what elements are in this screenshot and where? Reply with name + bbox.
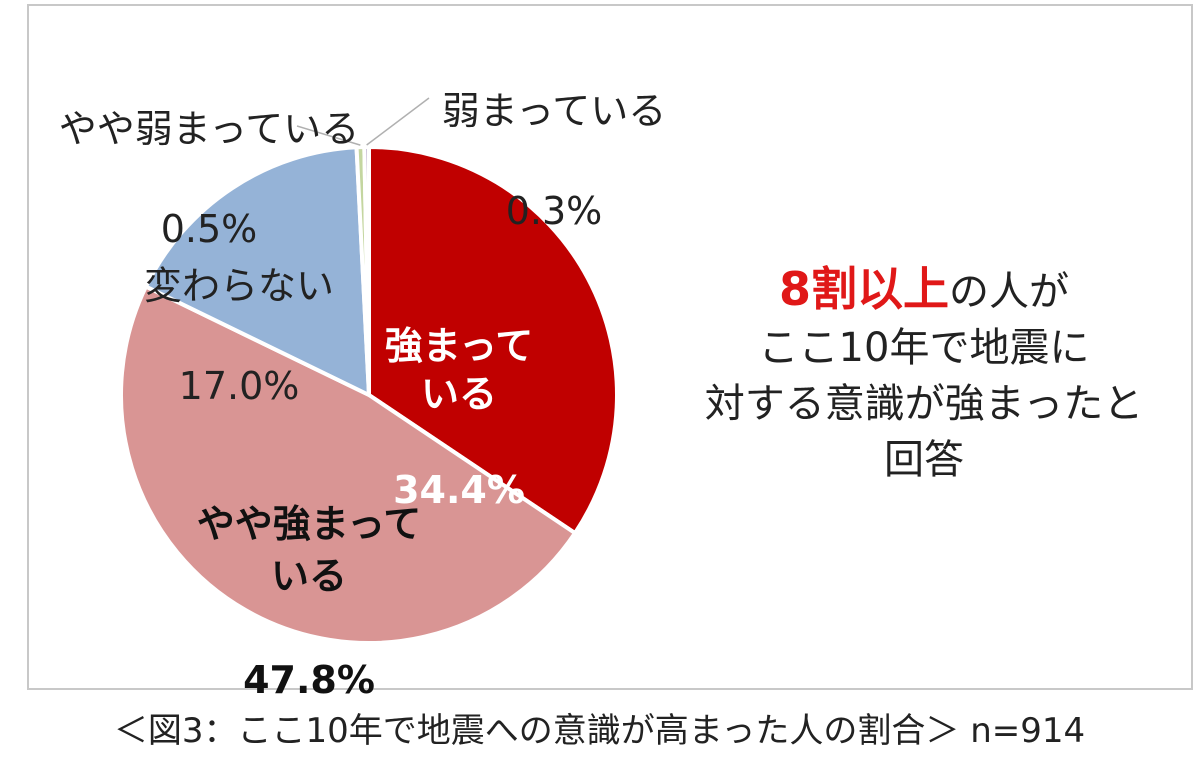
slice-label-somewhat-weak: やや弱まっている 0.5% bbox=[58, 107, 360, 251]
slice-somewhat-strong bbox=[119, 283, 578, 645]
annotation-line-4: 回答 bbox=[884, 437, 964, 483]
annotation-highlight: 8割以上 bbox=[778, 262, 949, 316]
chart-frame: 強まっている 34.4% やや強まっている 47.8% 変わらない 17.0% … bbox=[27, 4, 1193, 702]
slice-label-somewhat-strong: やや強まっている 47.8% bbox=[196, 502, 422, 702]
leader-line-somewhat-weak bbox=[296, 125, 361, 146]
chart-caption: ＜図3：ここ10年で地震への意識が高まった人の割合＞ n=914 bbox=[113, 711, 1086, 751]
annotation-line-1: 8割以上の人が bbox=[684, 261, 1164, 320]
slice-strong bbox=[367, 144, 619, 536]
annotation-line-3: 対する意識が強まったと bbox=[704, 381, 1144, 427]
slice-label-strong: 強まっている 34.4% bbox=[384, 324, 534, 512]
slice-weak bbox=[362, 144, 371, 396]
slice-label-unchanged: 変わらない 17.0% bbox=[143, 264, 334, 408]
slice-label-weak: 弱まっている 0.3% bbox=[441, 89, 667, 233]
leader-line-weak bbox=[366, 97, 430, 146]
annotation-line1-rest: の人が bbox=[949, 269, 1069, 315]
slice-unchanged bbox=[143, 145, 372, 399]
pie-chart bbox=[119, 97, 619, 645]
annotation-text: 8割以上の人が ここ10年で地震に 対する意識が強まったと 回答 bbox=[684, 261, 1164, 488]
annotation-line-2: ここ10年で地震に bbox=[758, 325, 1090, 371]
